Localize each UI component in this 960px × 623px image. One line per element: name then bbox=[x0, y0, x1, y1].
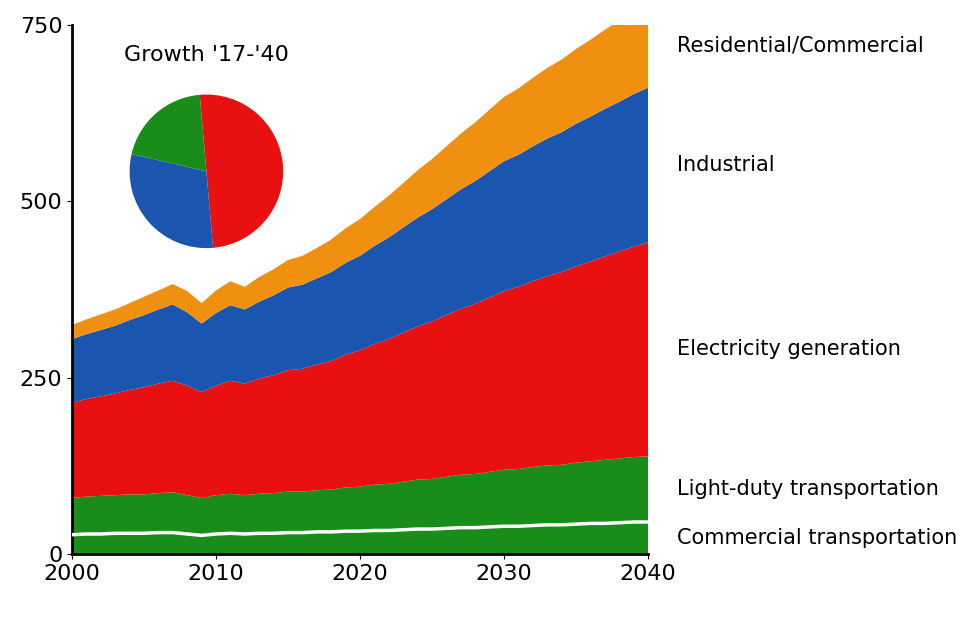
Wedge shape bbox=[130, 154, 213, 248]
Text: Residential/Commercial: Residential/Commercial bbox=[677, 35, 924, 55]
Text: Electricity generation: Electricity generation bbox=[677, 340, 900, 359]
Text: Commercial transportation: Commercial transportation bbox=[677, 528, 957, 548]
Text: Industrial: Industrial bbox=[677, 155, 775, 175]
Text: Light-duty transportation: Light-duty transportation bbox=[677, 479, 939, 499]
Wedge shape bbox=[200, 95, 283, 248]
Wedge shape bbox=[132, 95, 206, 171]
Text: Growth '17-'40: Growth '17-'40 bbox=[124, 45, 289, 65]
